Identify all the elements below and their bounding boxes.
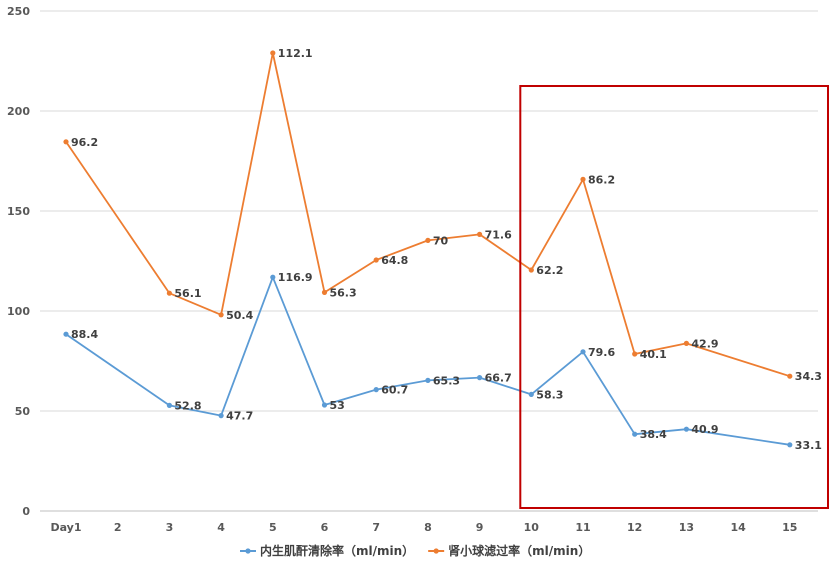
data-label: 40.9 [691, 423, 718, 436]
data-label: 79.6 [588, 346, 615, 359]
data-point [321, 289, 328, 295]
data-point [166, 290, 172, 296]
y-tick-label: 50 [15, 405, 31, 418]
legend-label: 肾小球滤过率（ml/min） [448, 543, 590, 558]
legend-marker [433, 548, 439, 554]
data-point [166, 402, 172, 408]
data-label: 116.9 [278, 271, 313, 284]
series-line-2 [65, 52, 791, 378]
x-tick-label: 5 [269, 521, 277, 534]
data-label: 53 [330, 399, 345, 412]
x-tick-label: 11 [575, 521, 590, 534]
series-line-1 [65, 276, 790, 446]
data-point [528, 391, 534, 397]
data-point [632, 431, 638, 437]
y-tick-label: 100 [7, 305, 30, 318]
x-tick-label: Day1 [50, 521, 81, 534]
x-tick-label: 4 [217, 521, 225, 534]
data-label: 66.7 [485, 372, 512, 385]
data-point [425, 237, 431, 243]
data-label: 86.2 [588, 173, 615, 186]
x-tick-label: 10 [524, 521, 540, 534]
y-tick-label: 200 [7, 105, 30, 118]
data-label: 33.1 [795, 439, 822, 452]
x-tick-label: 13 [679, 521, 694, 534]
data-point [270, 274, 276, 280]
x-tick-label: 3 [166, 521, 174, 534]
data-label: 56.3 [330, 286, 357, 299]
data-point [683, 340, 690, 346]
data-point [787, 373, 793, 379]
x-tick-label: 6 [321, 521, 329, 534]
data-label: 64.8 [381, 254, 408, 267]
data-label: 56.1 [174, 287, 201, 300]
data-point [63, 331, 69, 337]
data-label: 34.3 [795, 370, 822, 383]
data-point [787, 442, 793, 448]
highlight-rect [519, 85, 829, 509]
y-axis: 0 50 100 150 200 250 [7, 5, 30, 518]
x-tick-label: 12 [627, 521, 642, 534]
data-labels: 88.4 52.8 47.7 116.9 53 60.7 65.3 66.7 58.3 79.6 3… [71, 47, 822, 452]
data-point [373, 387, 379, 393]
data-point [321, 402, 328, 408]
data-point [63, 139, 69, 145]
data-point [270, 50, 276, 56]
data-label: 40.1 [640, 348, 667, 361]
data-label: 71.6 [485, 228, 512, 241]
data-label: 65.3 [433, 374, 460, 387]
data-label: 70 [433, 234, 449, 247]
gridlines [40, 10, 818, 512]
data-point [477, 231, 483, 237]
data-point [632, 351, 638, 357]
data-label: 62.2 [536, 264, 563, 277]
data-label: 38.4 [640, 428, 667, 441]
data-label: 112.1 [278, 47, 313, 60]
data-point [425, 377, 431, 383]
data-label: 58.3 [536, 388, 563, 401]
data-point [528, 267, 534, 273]
data-point [218, 413, 224, 419]
data-label: 96.2 [71, 136, 98, 149]
legend: 内生肌酐清除率（ml/min） 肾小球滤过率（ml/min） [240, 543, 590, 558]
data-label: 52.8 [174, 399, 201, 412]
legend-label: 内生肌酐清除率（ml/min） [260, 543, 414, 558]
data-point [683, 426, 690, 432]
x-tick-label: 7 [372, 521, 380, 534]
x-tick-label: 8 [424, 521, 432, 534]
highlight-box [519, 85, 829, 509]
x-axis: Day1 2 3 4 5 6 7 8 9 10 11 12 13 14 15 [50, 521, 797, 534]
y-tick-label: 0 [22, 505, 30, 518]
data-label: 50.4 [226, 309, 253, 322]
data-label: 60.7 [381, 384, 408, 397]
data-point [580, 349, 586, 355]
data-point [218, 312, 224, 318]
y-tick-label: 250 [7, 5, 30, 18]
data-label: 47.7 [226, 410, 253, 423]
legend-marker [245, 548, 251, 554]
data-point [373, 257, 379, 263]
y-tick-label: 150 [7, 205, 30, 218]
data-label: 42.9 [691, 337, 718, 350]
x-tick-label: 2 [114, 521, 122, 534]
data-label: 88.4 [71, 328, 98, 341]
data-point [477, 375, 483, 381]
x-tick-label: 9 [476, 521, 484, 534]
data-point [580, 176, 586, 182]
x-tick-label: 15 [782, 521, 797, 534]
series-group [63, 50, 793, 448]
x-tick-label: 14 [730, 521, 746, 534]
